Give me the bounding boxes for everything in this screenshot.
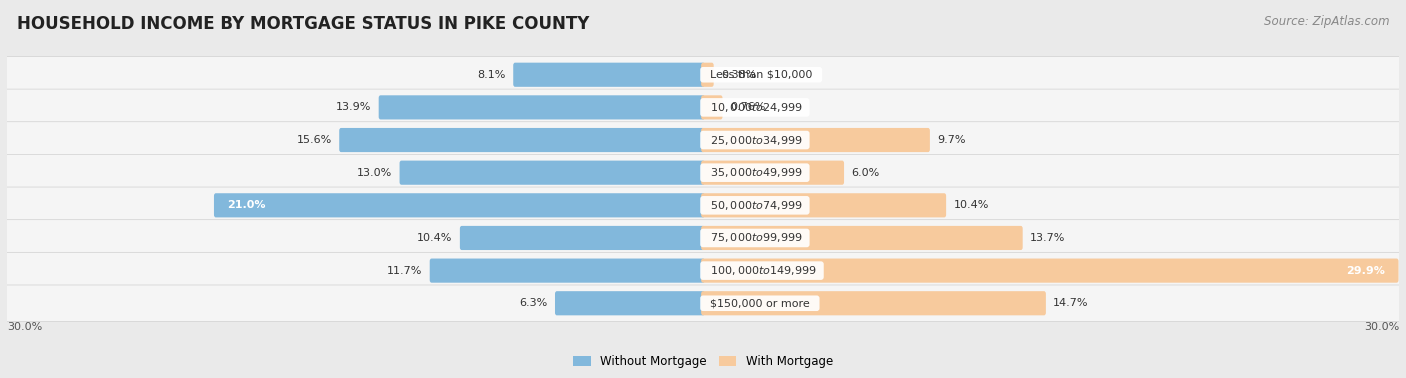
FancyBboxPatch shape — [702, 161, 844, 185]
FancyBboxPatch shape — [702, 259, 1399, 283]
FancyBboxPatch shape — [339, 128, 704, 152]
FancyBboxPatch shape — [214, 193, 704, 217]
FancyBboxPatch shape — [378, 95, 704, 119]
FancyBboxPatch shape — [702, 226, 1022, 250]
Text: 29.9%: 29.9% — [1346, 266, 1385, 276]
Text: 11.7%: 11.7% — [387, 266, 422, 276]
Text: $25,000 to $34,999: $25,000 to $34,999 — [703, 133, 807, 147]
FancyBboxPatch shape — [460, 226, 704, 250]
FancyBboxPatch shape — [702, 95, 723, 119]
Text: 14.7%: 14.7% — [1053, 298, 1088, 308]
Text: 10.4%: 10.4% — [418, 233, 453, 243]
Text: 6.0%: 6.0% — [852, 168, 880, 178]
Text: 13.9%: 13.9% — [336, 102, 371, 112]
FancyBboxPatch shape — [702, 291, 1046, 315]
Text: 30.0%: 30.0% — [7, 322, 42, 332]
FancyBboxPatch shape — [513, 63, 704, 87]
FancyBboxPatch shape — [702, 63, 714, 87]
FancyBboxPatch shape — [4, 285, 1402, 322]
Text: $100,000 to $149,999: $100,000 to $149,999 — [703, 264, 821, 277]
Text: $75,000 to $99,999: $75,000 to $99,999 — [703, 231, 807, 245]
Text: 0.76%: 0.76% — [730, 102, 765, 112]
Legend: Without Mortgage, With Mortgage: Without Mortgage, With Mortgage — [568, 350, 838, 373]
FancyBboxPatch shape — [4, 89, 1402, 125]
Text: $150,000 or more: $150,000 or more — [703, 298, 817, 308]
Text: 15.6%: 15.6% — [297, 135, 332, 145]
Text: $10,000 to $24,999: $10,000 to $24,999 — [703, 101, 807, 114]
FancyBboxPatch shape — [702, 128, 929, 152]
Text: 13.0%: 13.0% — [357, 168, 392, 178]
FancyBboxPatch shape — [399, 161, 704, 185]
Text: 9.7%: 9.7% — [938, 135, 966, 145]
FancyBboxPatch shape — [430, 259, 704, 283]
Text: 10.4%: 10.4% — [953, 200, 988, 210]
Text: 21.0%: 21.0% — [228, 200, 266, 210]
FancyBboxPatch shape — [4, 220, 1402, 256]
Text: Source: ZipAtlas.com: Source: ZipAtlas.com — [1264, 15, 1389, 28]
Text: 30.0%: 30.0% — [1364, 322, 1399, 332]
FancyBboxPatch shape — [4, 122, 1402, 158]
FancyBboxPatch shape — [4, 154, 1402, 191]
FancyBboxPatch shape — [4, 253, 1402, 289]
Text: 0.38%: 0.38% — [721, 70, 756, 80]
Text: 13.7%: 13.7% — [1031, 233, 1066, 243]
FancyBboxPatch shape — [4, 56, 1402, 93]
Text: $50,000 to $74,999: $50,000 to $74,999 — [703, 199, 807, 212]
Text: 8.1%: 8.1% — [478, 70, 506, 80]
FancyBboxPatch shape — [702, 193, 946, 217]
Text: Less than $10,000: Less than $10,000 — [703, 70, 820, 80]
Text: $35,000 to $49,999: $35,000 to $49,999 — [703, 166, 807, 179]
FancyBboxPatch shape — [4, 187, 1402, 224]
Text: HOUSEHOLD INCOME BY MORTGAGE STATUS IN PIKE COUNTY: HOUSEHOLD INCOME BY MORTGAGE STATUS IN P… — [17, 15, 589, 33]
Text: 6.3%: 6.3% — [519, 298, 547, 308]
FancyBboxPatch shape — [555, 291, 704, 315]
